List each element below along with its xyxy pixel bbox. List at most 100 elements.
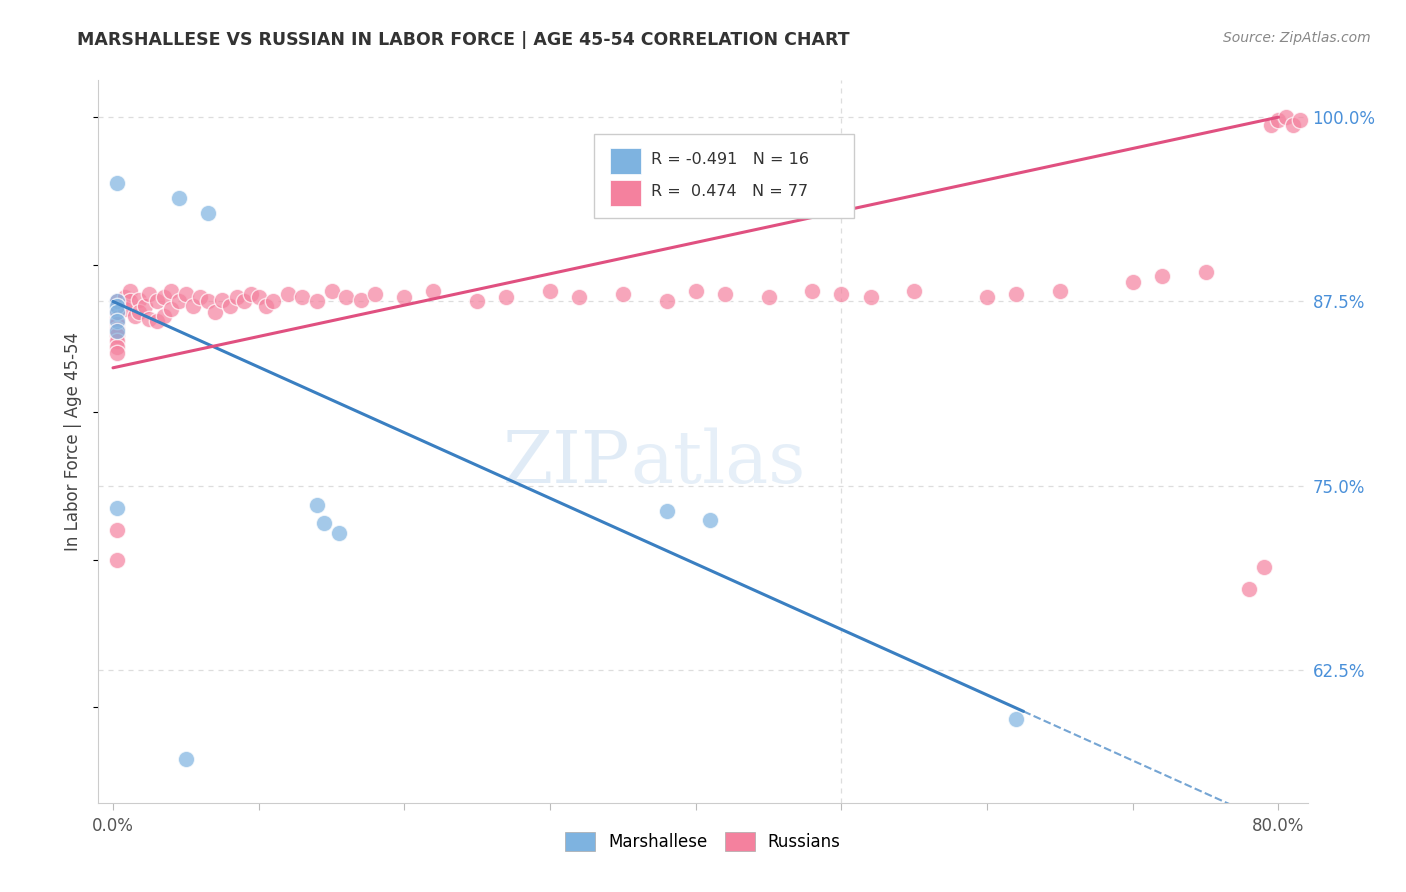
Point	[714, 287, 737, 301]
Point	[105, 294, 128, 309]
Point	[465, 294, 488, 309]
FancyBboxPatch shape	[610, 148, 641, 174]
Legend: Marshallese, Russians: Marshallese, Russians	[557, 824, 849, 860]
Point	[350, 293, 373, 307]
Point	[335, 290, 357, 304]
Point	[1005, 712, 1028, 726]
Point	[197, 206, 219, 220]
Point	[830, 287, 852, 301]
Point	[153, 309, 176, 323]
Point	[160, 301, 183, 316]
Point	[128, 305, 150, 319]
Point	[1005, 287, 1028, 301]
Point	[262, 294, 284, 309]
Point	[105, 313, 128, 327]
Point	[105, 500, 128, 515]
Point	[1150, 269, 1173, 284]
Point	[211, 293, 233, 307]
Point	[105, 523, 128, 537]
Point	[105, 294, 128, 309]
Point	[1289, 113, 1312, 128]
Point	[1239, 582, 1261, 596]
Y-axis label: In Labor Force | Age 45-54: In Labor Force | Age 45-54	[65, 332, 83, 551]
Point	[105, 324, 128, 338]
Point	[240, 287, 263, 301]
Text: Source: ZipAtlas.com: Source: ZipAtlas.com	[1223, 31, 1371, 45]
Point	[328, 525, 350, 540]
Point	[394, 290, 416, 304]
Point	[114, 290, 136, 304]
Point	[495, 290, 517, 304]
Point	[1253, 560, 1275, 574]
Point	[1282, 118, 1305, 132]
Point	[105, 334, 128, 349]
Point	[145, 313, 167, 327]
Point	[197, 294, 219, 309]
Point	[105, 299, 128, 313]
FancyBboxPatch shape	[595, 135, 855, 218]
Point	[190, 290, 212, 304]
Point	[174, 751, 197, 765]
Point	[105, 346, 128, 360]
Text: R =  0.474   N = 77: R = 0.474 N = 77	[651, 184, 808, 199]
Point	[422, 284, 444, 298]
Point	[1194, 265, 1216, 279]
Point	[277, 287, 299, 301]
Point	[305, 294, 328, 309]
Point	[153, 290, 176, 304]
Point	[859, 290, 882, 304]
Point	[138, 312, 160, 326]
Point	[105, 322, 128, 336]
Point	[218, 299, 240, 313]
Point	[1274, 110, 1296, 124]
Text: R = -0.491   N = 16: R = -0.491 N = 16	[651, 152, 808, 167]
Point	[105, 552, 128, 566]
Point	[655, 504, 678, 518]
Point	[305, 498, 328, 512]
Point	[105, 305, 128, 319]
Point	[105, 177, 128, 191]
Point	[105, 317, 128, 331]
Point	[128, 293, 150, 307]
Text: atlas: atlas	[630, 428, 806, 499]
Point	[314, 516, 336, 530]
Text: ZIP: ZIP	[503, 428, 630, 499]
Point	[364, 287, 387, 301]
Point	[138, 287, 160, 301]
Point	[1122, 275, 1144, 289]
Point	[1049, 284, 1071, 298]
Point	[976, 290, 998, 304]
Point	[105, 340, 128, 354]
Text: MARSHALLESE VS RUSSIAN IN LABOR FORCE | AGE 45-54 CORRELATION CHART: MARSHALLESE VS RUSSIAN IN LABOR FORCE | …	[77, 31, 851, 49]
Point	[225, 290, 247, 304]
Point	[120, 294, 142, 309]
Point	[801, 284, 824, 298]
Point	[655, 294, 678, 309]
Point	[134, 299, 156, 313]
Point	[167, 294, 190, 309]
Point	[174, 287, 197, 301]
Point	[181, 299, 204, 313]
Point	[233, 294, 256, 309]
Point	[254, 299, 277, 313]
Point	[145, 294, 167, 309]
Point	[612, 287, 634, 301]
Point	[758, 290, 780, 304]
Point	[105, 301, 128, 315]
Point	[321, 284, 343, 298]
Point	[204, 305, 226, 319]
Point	[247, 290, 270, 304]
FancyBboxPatch shape	[610, 180, 641, 206]
Point	[699, 513, 721, 527]
Point	[160, 284, 183, 298]
Point	[685, 284, 707, 298]
Point	[114, 301, 136, 316]
Point	[105, 310, 128, 325]
Point	[167, 191, 190, 205]
Point	[105, 328, 128, 343]
Point	[105, 305, 128, 319]
Point	[903, 284, 925, 298]
Point	[1267, 113, 1289, 128]
Point	[124, 309, 146, 323]
Point	[538, 284, 561, 298]
